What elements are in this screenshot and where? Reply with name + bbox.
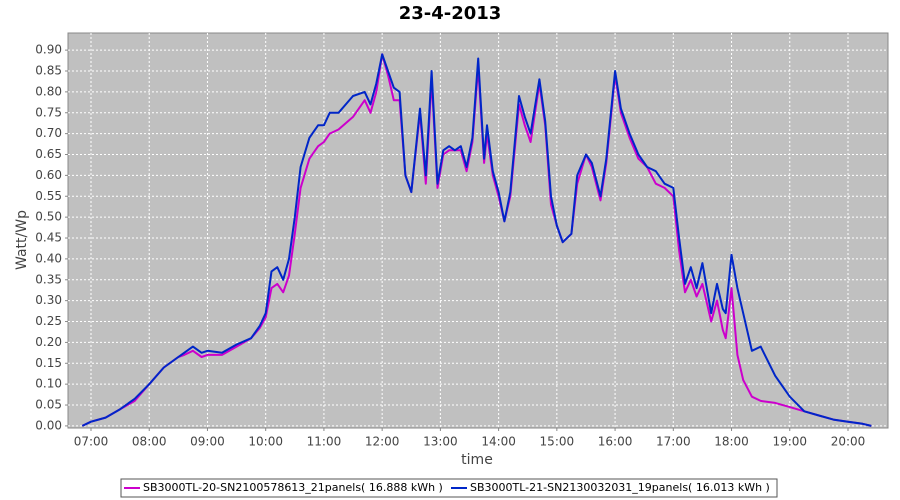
y-tick-label: 0.50 xyxy=(35,210,62,224)
series-line xyxy=(81,53,872,427)
chart-title: 23-4-2013 xyxy=(399,3,502,24)
x-tick-label: 12:00 xyxy=(365,435,400,449)
plot-area xyxy=(67,32,889,429)
series-line xyxy=(81,53,872,427)
y-tick-label: 0.30 xyxy=(35,293,62,307)
y-tick-label: 0.60 xyxy=(35,168,62,182)
x-tick-label: 13:00 xyxy=(423,435,458,449)
y-tick-label: 0.65 xyxy=(35,147,62,161)
x-tick-label: 17:00 xyxy=(656,435,691,449)
y-tick-label: 0.40 xyxy=(35,251,62,265)
y-tick-label: 0.80 xyxy=(35,84,62,98)
y-tick-label: 0.90 xyxy=(35,43,62,57)
y-tick-label: 0.05 xyxy=(35,398,62,412)
lines xyxy=(81,53,872,427)
y-tick-label: 0.75 xyxy=(35,105,62,119)
x-tick-label: 19:00 xyxy=(772,435,807,449)
x-axis-label: time xyxy=(461,452,493,468)
y-tick-label: 0.35 xyxy=(35,272,62,286)
x-tick-label: 09:00 xyxy=(190,435,225,449)
x-tick-label: 10:00 xyxy=(248,435,283,449)
y-axis-label: Watt/Wp xyxy=(14,210,30,270)
y-tick-label: 0.70 xyxy=(35,126,62,140)
y-tick-label: 0.45 xyxy=(35,231,62,245)
x-tick-label: 14:00 xyxy=(481,435,516,449)
y-tick-label: 0.55 xyxy=(35,189,62,203)
x-tick-label: 07:00 xyxy=(74,435,109,449)
y-tick-label: 0.20 xyxy=(35,335,62,349)
x-tick-label: 18:00 xyxy=(714,435,749,449)
x-tick-label: 15:00 xyxy=(540,435,575,449)
legend-label: SB3000TL-21-SN2130032031_19panels( 16.01… xyxy=(470,481,770,494)
y-tick-label: 0.85 xyxy=(35,63,62,77)
legend-label: SB3000TL-20-SN2100578613_21panels( 16.88… xyxy=(143,481,443,494)
legend xyxy=(120,478,778,498)
y-tick-label: 0.00 xyxy=(35,418,62,432)
grid xyxy=(68,33,888,428)
x-tick-label: 20:00 xyxy=(831,435,866,449)
y-tick-label: 0.10 xyxy=(35,377,62,391)
y-tick-label: 0.15 xyxy=(35,356,62,370)
x-tick-label: 16:00 xyxy=(598,435,633,449)
x-tick-label: 11:00 xyxy=(307,435,342,449)
x-tick-label: 08:00 xyxy=(132,435,167,449)
y-tick-label: 0.25 xyxy=(35,314,62,328)
